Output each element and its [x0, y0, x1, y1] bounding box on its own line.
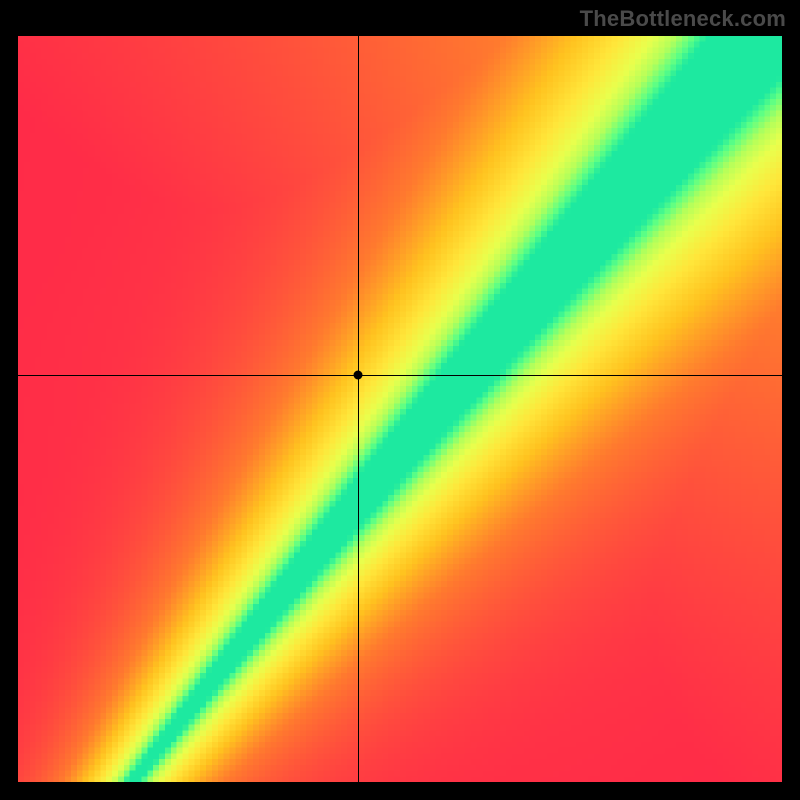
watermark-text: TheBottleneck.com	[580, 6, 786, 32]
crosshair-vertical	[358, 36, 359, 782]
crosshair-dot	[353, 371, 362, 380]
crosshair-horizontal	[18, 375, 782, 376]
plot-area	[18, 36, 782, 782]
chart-container: TheBottleneck.com	[0, 0, 800, 800]
heatmap-canvas	[18, 36, 782, 782]
